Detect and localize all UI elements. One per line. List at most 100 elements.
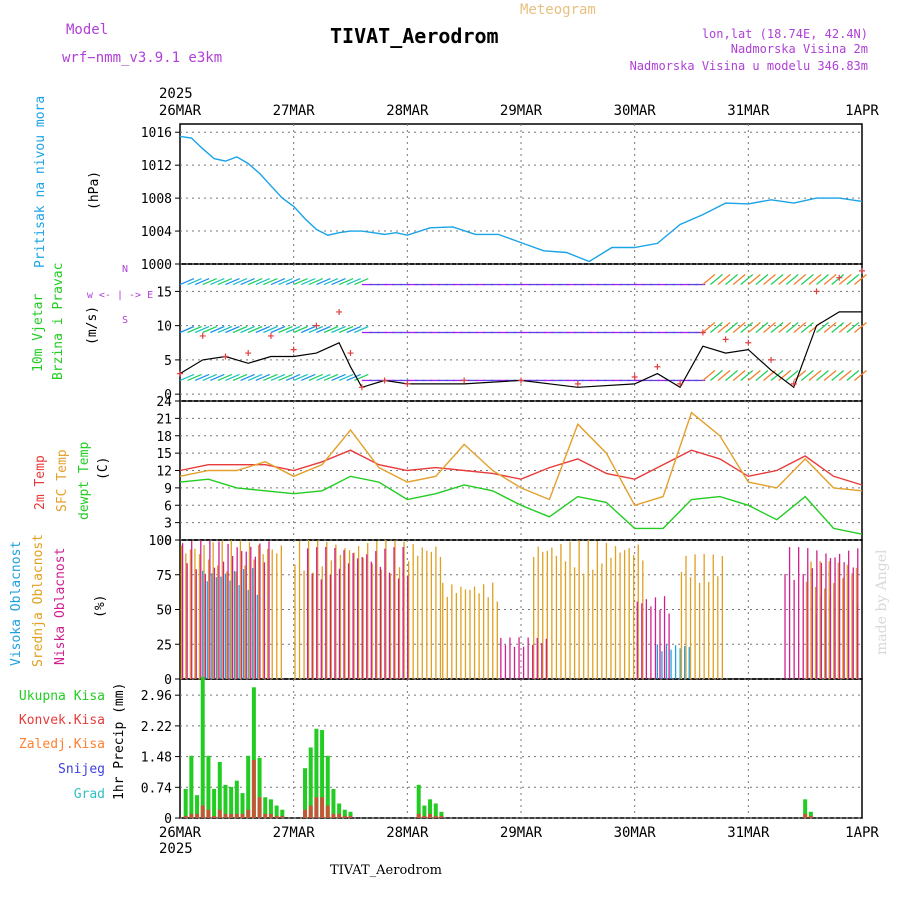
- precip-conv-bar: [439, 815, 444, 818]
- wind-barb: [247, 325, 263, 334]
- precip-conv-bar: [263, 813, 268, 818]
- wind-barb: [793, 369, 807, 381]
- wind-dir-s: S: [122, 315, 128, 326]
- precip-total-bar: [422, 805, 427, 818]
- precip-total-bar: [234, 780, 239, 818]
- wind-barb: [747, 274, 761, 286]
- y-tick-label: 12: [156, 465, 172, 480]
- x-tick-bottom: 30MAR: [614, 825, 657, 841]
- precip-total-bar: [229, 786, 234, 818]
- precip-total-bar: [337, 803, 342, 818]
- wind-barb: [710, 369, 723, 381]
- x-tick-top: 31MAR: [727, 103, 770, 119]
- wind-gust-marker: [813, 288, 820, 295]
- wind-barb: [331, 373, 346, 382]
- wind-barb: [225, 325, 240, 334]
- y-tick-label: 3: [164, 517, 172, 532]
- precip-total-bar: [183, 788, 188, 818]
- precip-conv-bar: [217, 809, 222, 818]
- wind-barb: [725, 322, 739, 333]
- precip-conv-bar: [268, 813, 273, 818]
- precip-ylabel: 1hr Precip (mm): [112, 683, 127, 800]
- wind-barb: [846, 322, 860, 333]
- wind-barb: [323, 373, 339, 382]
- x-tick-bottom: 31MAR: [727, 825, 770, 841]
- wind-barb: [300, 277, 316, 286]
- wind-barb: [785, 369, 799, 381]
- wind-barb: [346, 373, 361, 382]
- wind-barb: [300, 373, 316, 382]
- wind-barb: [300, 325, 316, 334]
- wind-barb: [763, 322, 776, 333]
- wind-barb: [293, 277, 308, 286]
- wind-barb: [225, 277, 240, 286]
- x-tick-top: 27MAR: [273, 103, 316, 119]
- y-tick-label: 0: [164, 534, 172, 549]
- wind-gust-marker: [347, 350, 354, 357]
- footer-station: TIVAT_Aerodrom: [330, 863, 442, 878]
- wind-barb: [187, 325, 202, 334]
- precip-conv-bar: [348, 815, 353, 818]
- precip-conv-bar: [234, 813, 239, 818]
- y-tick-label: 100: [149, 534, 172, 549]
- wind-gust-marker: [574, 380, 581, 387]
- precip-legend-1: Konvek.Kisa: [19, 713, 105, 728]
- y-tick-label: 15: [156, 285, 172, 300]
- wind-barb: [194, 373, 210, 382]
- precip-total-bar: [342, 809, 347, 818]
- cloud-unit: (%): [93, 595, 108, 618]
- wind-barb: [210, 373, 225, 382]
- precip-legend-4: Grad: [74, 787, 105, 802]
- x-tick-top: 28MAR: [386, 103, 429, 119]
- wind-barb: [808, 369, 822, 381]
- wind-barb: [854, 369, 867, 381]
- precip-conv-bar: [195, 813, 200, 818]
- wind-barb: [232, 373, 248, 382]
- wind-gust-marker: [836, 274, 843, 281]
- wind-barb: [278, 325, 293, 334]
- wind-barb: [785, 322, 799, 333]
- precip-total-bar: [212, 788, 217, 818]
- wind-barb: [854, 274, 867, 286]
- wind-barb: [323, 325, 339, 334]
- wind-barb: [270, 277, 286, 286]
- wind-barb: [270, 373, 286, 382]
- wind-barb: [247, 277, 263, 286]
- y-tick-label: 0: [164, 812, 172, 827]
- wind-barb: [710, 322, 723, 333]
- wind-ylabel-sub: Brzina i Pravac: [51, 263, 66, 380]
- precip-conv-bar: [308, 805, 313, 818]
- precip-conv-bar: [422, 815, 427, 818]
- x-tick-bottom: 26MAR: [159, 825, 202, 841]
- wind-barb: [740, 369, 754, 381]
- wind-gust-marker: [461, 377, 468, 384]
- precip-conv-bar: [246, 809, 251, 818]
- precip-conv-bar: [189, 813, 194, 818]
- wind-unit: (m/s): [85, 306, 100, 345]
- precip-conv-bar: [314, 797, 319, 818]
- wind-gust-marker: [677, 380, 684, 387]
- wind-barb: [823, 322, 837, 333]
- wind-barb: [202, 277, 217, 286]
- precip-legend-2: Zaledj.Kisa: [19, 737, 105, 752]
- wind-barb: [179, 373, 195, 382]
- wind-barb: [770, 274, 784, 286]
- wind-barb: [854, 322, 867, 333]
- temp-label-sfc: SFC Temp: [55, 449, 70, 512]
- wind-speed-line: [179, 311, 862, 389]
- y-tick-label: 6: [164, 499, 172, 514]
- wind-barb: [217, 325, 233, 334]
- wind-barb: [732, 369, 746, 381]
- precip-conv-bar: [206, 809, 211, 818]
- y-tick-label: 24: [156, 395, 172, 410]
- precip-total-bar: [280, 809, 285, 818]
- wind-barb: [338, 325, 354, 334]
- precip-conv-bar: [803, 813, 808, 818]
- wind-barb: [740, 274, 754, 286]
- wind-gust-marker: [313, 322, 320, 329]
- precip-total-bar: [268, 799, 273, 818]
- wind-barb: [831, 369, 845, 381]
- precip-total-bar: [217, 761, 222, 818]
- wind-barb: [285, 325, 301, 334]
- precip-conv-bar: [342, 815, 347, 818]
